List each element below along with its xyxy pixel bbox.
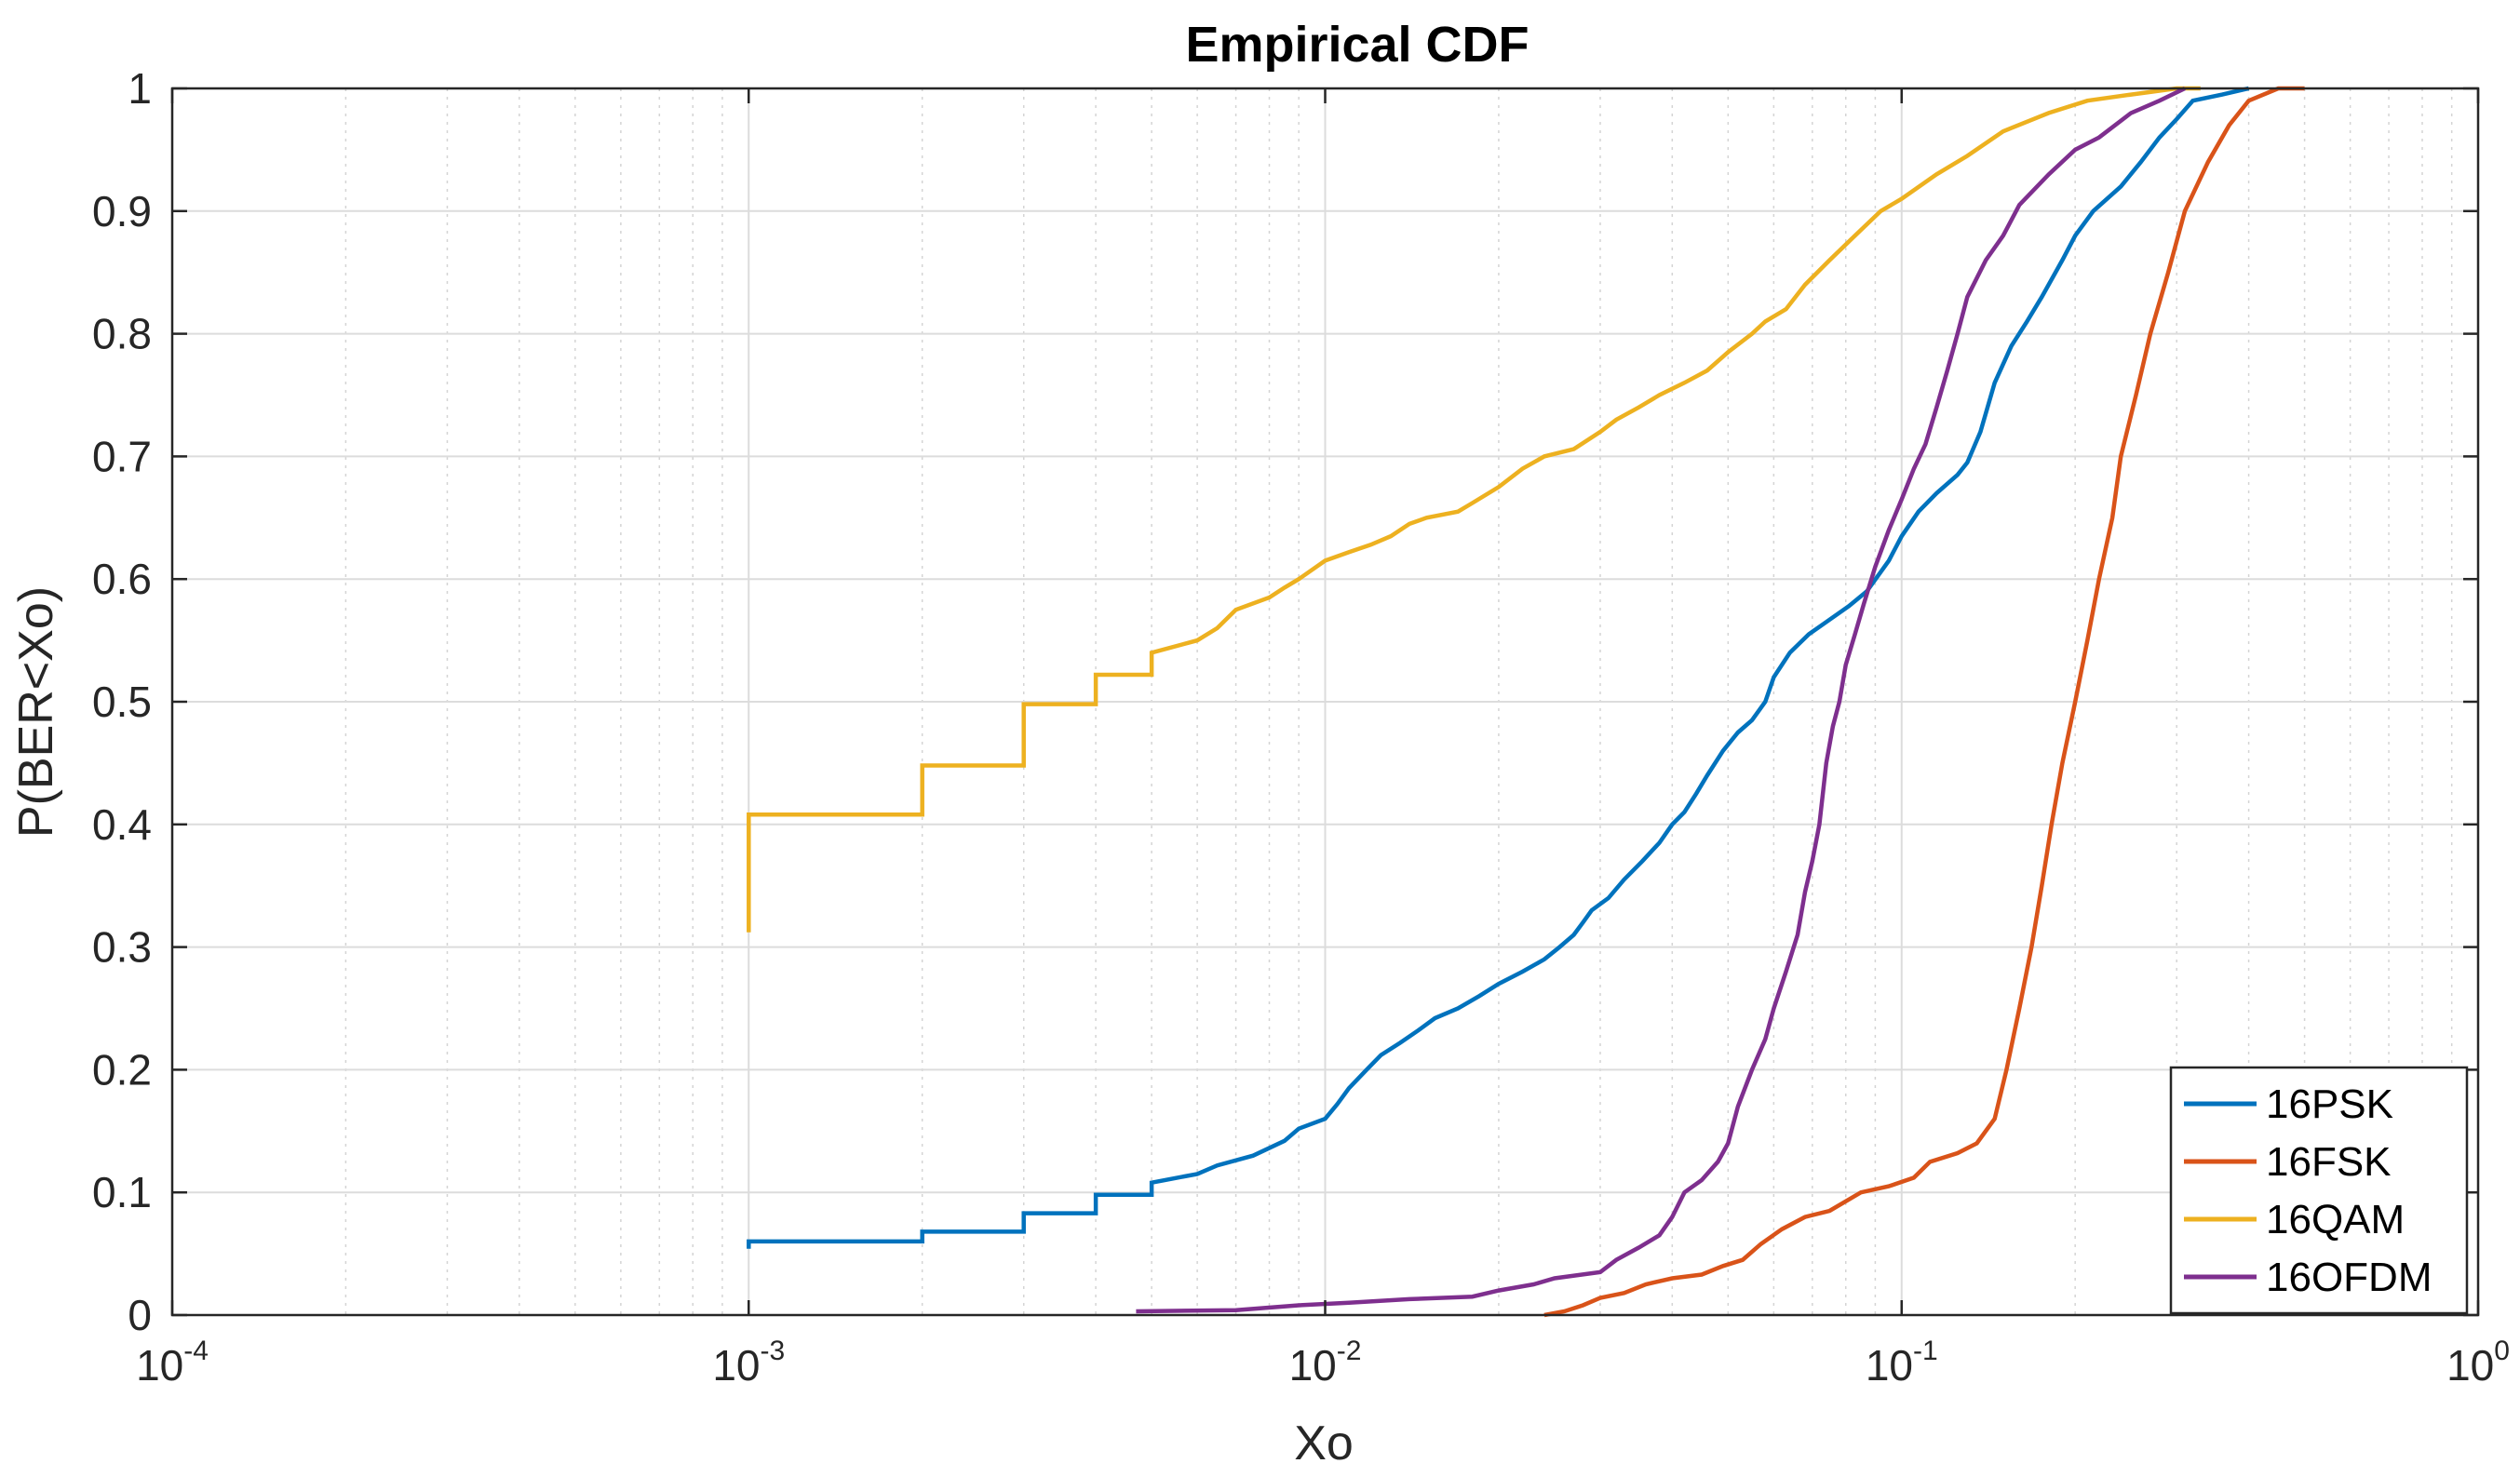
x-tick-label: 10-2	[1289, 1336, 1362, 1390]
y-tick-label: 0	[128, 1291, 152, 1339]
legend: 16PSK 16FSK 16QAM 16OFDM	[2169, 1066, 2469, 1315]
y-tick-label: 0.9	[92, 187, 152, 235]
y-axis-title: P(BER<Xo)	[9, 586, 63, 838]
legend-label-16psk: 16PSK	[2266, 1081, 2393, 1127]
series-line-16psk	[747, 86, 2250, 1249]
series-line-16fsk	[1543, 86, 2305, 1318]
grid	[171, 87, 2479, 1316]
x-tick-label: 100	[2446, 1336, 2510, 1390]
y-tick-label: 0.8	[92, 310, 152, 358]
y-tick-label: 0.7	[92, 432, 152, 480]
axis-ticks	[170, 87, 2480, 1317]
y-tick-label: 0.3	[92, 923, 152, 972]
y-tick-label: 0.4	[92, 800, 152, 849]
x-tick-label: 10-4	[136, 1336, 209, 1390]
legend-label-16ofdm: 16OFDM	[2266, 1255, 2432, 1300]
series-line-16qam	[747, 86, 2201, 933]
y-tick-label: 0.6	[92, 555, 152, 603]
chart-title: Empirical CDF	[1185, 17, 1529, 73]
x-tick-label: 10-3	[712, 1336, 785, 1390]
y-tick-label: 0.2	[92, 1045, 152, 1094]
y-tick-label: 0.1	[92, 1168, 152, 1216]
legend-label-16qam: 16QAM	[2266, 1197, 2405, 1242]
series-lines	[747, 86, 2305, 1318]
legend-label-16fsk: 16FSK	[2266, 1139, 2392, 1185]
series-line-16ofdm	[1136, 86, 2186, 1314]
legend-box	[2169, 1066, 2469, 1315]
y-tick-label: 1	[128, 64, 152, 113]
x-axis-title: Xo	[1294, 1417, 1354, 1470]
tick-labels: 0 0.1 0.2 0.3 0.4 0.5 0.6 0.7 0.8 0.9 1 10-4 10-3 10-…	[92, 64, 2510, 1390]
x-tick-label: 10-1	[1866, 1336, 1938, 1390]
y-tick-label: 0.5	[92, 678, 152, 726]
